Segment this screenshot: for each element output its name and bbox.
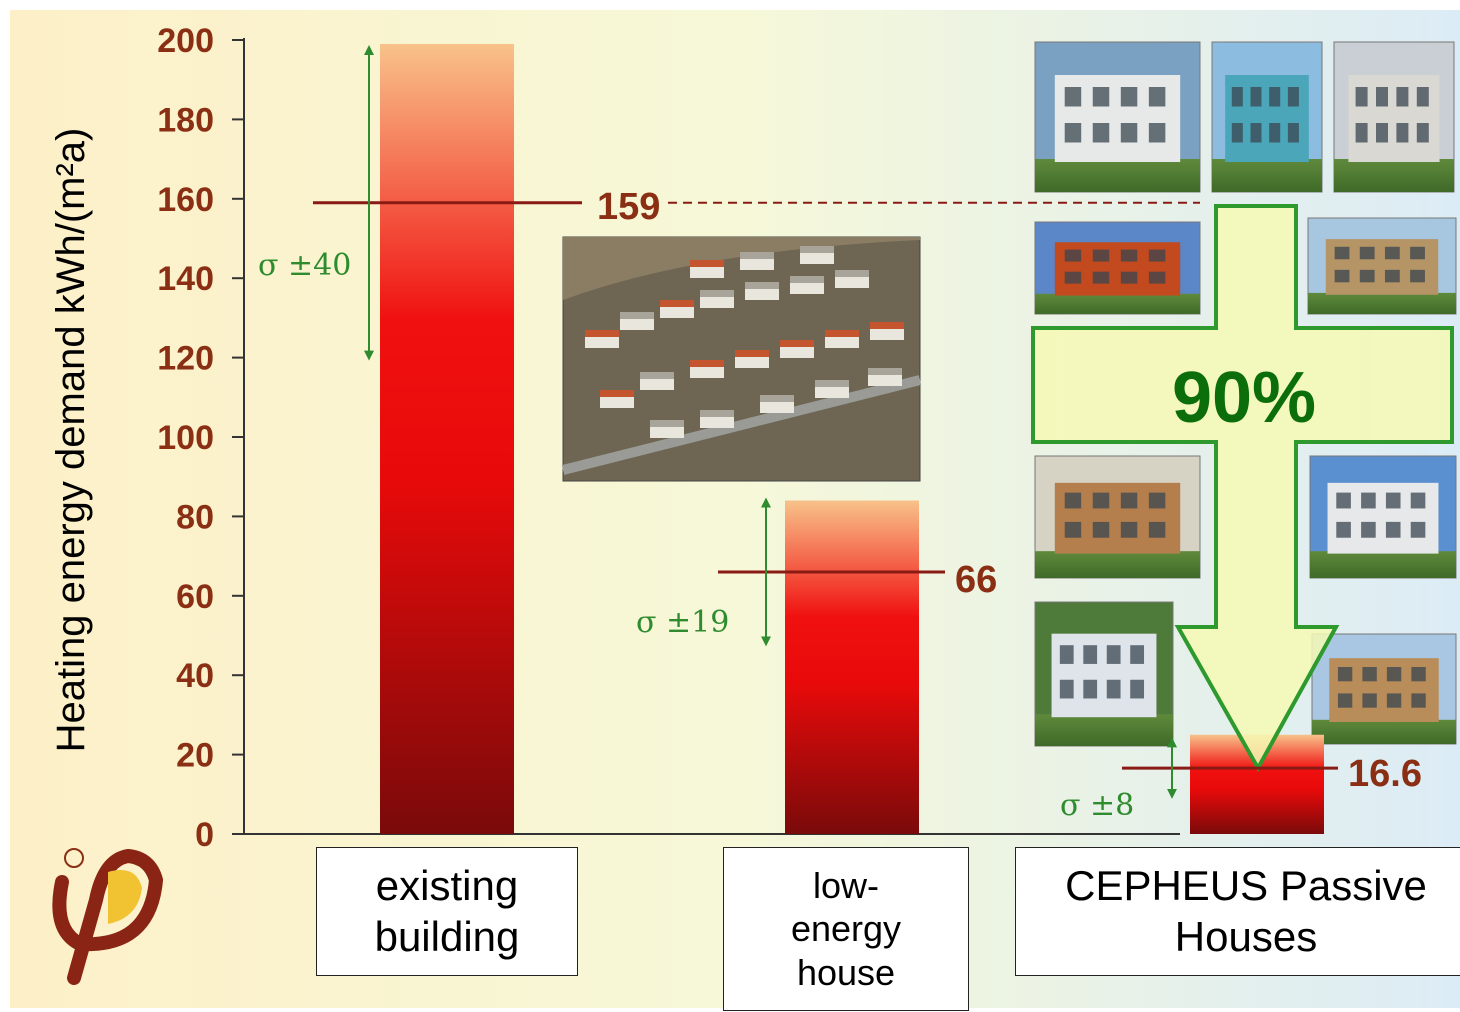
- passive-house-photo: [1311, 633, 1457, 745]
- logo-icon: [52, 848, 164, 985]
- y-tick-label: 140: [157, 260, 214, 298]
- passive-house-photo: [1309, 455, 1457, 579]
- y-tick-label: 200: [157, 22, 214, 60]
- mean-value-label: 66: [955, 559, 997, 601]
- category-label-line: house: [796, 951, 896, 993]
- y-tick-label: 0: [195, 816, 214, 854]
- aerial-settlement-photo: [561, 236, 922, 482]
- y-tick-label: 120: [157, 340, 214, 378]
- deviation-label: σ ±40: [258, 248, 351, 283]
- passive-house-photo: [1211, 41, 1323, 193]
- category-label: low-energy house: [723, 847, 969, 1011]
- mean-value-label: 159: [597, 186, 660, 228]
- passive-house-photo: [1034, 41, 1201, 193]
- category-label-line: low-: [812, 865, 879, 907]
- y-tick-label: 100: [157, 419, 214, 457]
- y-tick-label: 60: [176, 578, 214, 616]
- passive-house-photo: [1034, 455, 1201, 579]
- passive-house-photo: [1034, 221, 1201, 315]
- bar: [380, 43, 514, 835]
- y-tick-label: 20: [176, 737, 214, 775]
- y-axis-label: Heating energy demand kWh/(m²a): [49, 128, 93, 753]
- category-label-line: CEPHEUS Passive: [1065, 862, 1427, 910]
- passive-house-photo: [1307, 217, 1457, 315]
- y-tick-label: 160: [157, 181, 214, 219]
- category-label-line: energy: [790, 908, 902, 950]
- category-label-line: Houses: [1174, 912, 1318, 960]
- y-tick-label: 180: [157, 101, 214, 139]
- y-tick-label: 80: [176, 498, 214, 536]
- mean-value-label: 16.6: [1348, 753, 1422, 795]
- category-label-line: building: [374, 912, 520, 960]
- reduction-percent: 90%: [1172, 358, 1316, 438]
- passive-house-photo: [1333, 41, 1455, 193]
- category-label: CEPHEUS Passive Houses: [1015, 847, 1460, 976]
- deviation-label: σ ±19: [636, 605, 729, 640]
- category-label-line: existing: [375, 862, 519, 910]
- passive-house-photo: [1034, 601, 1174, 747]
- reduction-arrow: [1031, 204, 1454, 773]
- bar: [785, 500, 919, 834]
- deviation-label: σ ±8: [1060, 788, 1134, 823]
- category-label: existing building: [316, 847, 578, 976]
- y-tick-label: 40: [176, 657, 214, 695]
